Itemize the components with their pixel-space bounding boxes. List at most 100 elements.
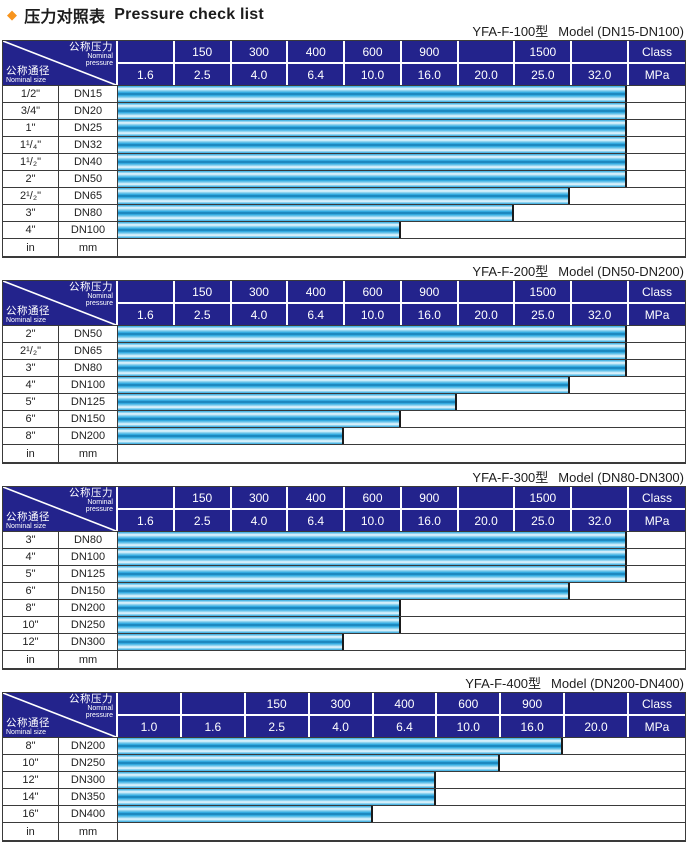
pressure-mpa-cell: 1.6 — [137, 307, 154, 322]
pressure-class-cell: 600 — [343, 281, 400, 302]
corner-header-cell: 公称压力 Nominal pressure 公称通径 Nominal size — [3, 41, 118, 85]
pressure-mpa-cell: 4.0 — [229, 64, 287, 85]
pressure-bar-area — [118, 394, 685, 410]
mpa-unit-label: MPa — [627, 716, 685, 737]
table-row: 4" DN100 — [3, 222, 685, 239]
pressure-mpa-cell: 1.6 — [137, 513, 154, 528]
nominal-size-dn-cell: mm — [59, 239, 118, 256]
pressure-range-bar — [118, 154, 627, 170]
nominal-size-inch-cell: 1¹/₂" — [3, 154, 59, 170]
pressure-range-bar — [118, 137, 627, 153]
pressure-mpa-cell: 6.4 — [286, 510, 343, 531]
pressure-bar-area — [118, 86, 685, 102]
pressure-range-bar — [118, 205, 514, 221]
nominal-size-inch-cell: 2" — [3, 326, 59, 342]
model-range: Model (DN15-DN100) — [558, 24, 684, 39]
nominal-size-dn-cell: DN50 — [59, 326, 118, 342]
diagonal-divider-line — [3, 487, 116, 531]
pressure-class-cell: 400 — [286, 41, 343, 62]
table-row: 2" DN50 — [3, 326, 685, 343]
pressure-class-cell — [570, 41, 627, 62]
pressure-class-cell — [118, 281, 173, 302]
pressure-mpa-cell: 1.6 — [179, 716, 244, 737]
pressure-class-cell: 900 — [399, 41, 457, 62]
pressure-range-bar — [118, 532, 627, 548]
nominal-size-inch-cell: 10" — [3, 617, 59, 633]
nominal-size-dn-cell: DN125 — [59, 566, 118, 582]
pressure-class-cell: 300 — [229, 487, 287, 508]
table-row: 2¹/₂" DN65 — [3, 188, 685, 205]
pressure-class-cell: 300 — [307, 693, 372, 714]
pressure-range-bar — [118, 188, 570, 204]
header-columns: 150 300 400 600 900 1500 Class 1.6 2.5 4.0 6.4 10.… — [118, 41, 685, 85]
class-row: 150 300 400 600 900 1500 Class — [118, 41, 685, 64]
pressure-bar-area — [118, 738, 685, 754]
nominal-size-dn-cell: DN32 — [59, 137, 118, 153]
pressure-mpa-cell: 2.5 — [172, 64, 230, 85]
table-body: 1/2" DN15 3/4" DN20 1" DN25 1¹/₄" DN32 1¹/₂" DN40… — [3, 85, 685, 256]
pressure-class-cell — [570, 281, 627, 302]
pressure-class-cell — [118, 41, 173, 62]
pressure-class-cell — [456, 41, 514, 62]
nominal-size-dn-cell: DN50 — [59, 171, 118, 187]
pressure-mpa-cell: 16.0 — [499, 716, 563, 737]
table-row: 1" DN25 — [3, 120, 685, 137]
pressure-bar-area — [118, 377, 685, 393]
pressure-table: 公称压力 Nominal pressure 公称通径 Nominal size … — [2, 486, 686, 670]
nominal-size-inch-cell: 3" — [3, 532, 59, 548]
table-subtitle: YFA-F-300型 Model (DN80-DN300) — [0, 470, 688, 486]
nominal-size-inch-cell: 6" — [3, 583, 59, 599]
table-body: 8" DN200 10" DN250 12" DN300 14" DN350 16" DN400 i… — [3, 737, 685, 840]
pressure-mpa-cell: 32.0 — [570, 510, 627, 531]
pressure-class-cell — [118, 487, 173, 508]
nominal-size-inch-cell: 3" — [3, 205, 59, 221]
pressure-bar-area — [118, 188, 685, 204]
nominal-size-dn-cell: DN250 — [59, 617, 118, 633]
nominal-pressure-zh: 公称压力 — [69, 693, 113, 705]
diamond-icon: ◆ — [7, 7, 18, 22]
mpa-unit-label: MPa — [627, 64, 685, 85]
pressure-bar-area — [118, 806, 685, 822]
nominal-size-dn-cell: mm — [59, 823, 118, 840]
nominal-size-label: 公称通径 Nominal size — [6, 305, 50, 325]
nominal-size-inch-cell: in — [3, 445, 59, 462]
nominal-size-inch-cell: 4" — [3, 222, 59, 238]
nominal-size-en: Nominal size — [6, 523, 47, 530]
pressure-bar-area — [118, 411, 685, 427]
nominal-size-zh: 公称通径 — [6, 305, 50, 317]
table-row: 1¹/₂" DN40 — [3, 154, 685, 171]
pressure-range-bar — [118, 634, 344, 650]
nominal-size-dn-cell: mm — [59, 445, 118, 462]
unit-row: in mm — [3, 445, 685, 462]
pressure-range-bar — [118, 86, 627, 102]
pressure-mpa-cell: 16.0 — [399, 64, 457, 85]
nominal-pressure-en1: Nominal — [87, 53, 113, 60]
pressure-range-bar — [118, 120, 627, 136]
page-title-zh: 压力对照表 — [24, 8, 106, 26]
nominal-size-inch-cell: 8" — [3, 738, 59, 754]
nominal-pressure-zh: 公称压力 — [69, 281, 113, 293]
pressure-mpa-cell: 1.0 — [140, 719, 158, 734]
nominal-size-label: 公称通径 Nominal size — [6, 717, 50, 737]
table-subtitle: YFA-F-400型 Model (DN200-DN400) — [0, 676, 688, 692]
nominal-size-zh: 公称通径 — [6, 511, 50, 523]
pressure-class-cell: 150 — [172, 281, 230, 302]
pressure-bar-area — [118, 600, 685, 616]
nominal-pressure-en2: pressure — [85, 506, 113, 513]
pressure-mpa-cell: 25.0 — [513, 304, 570, 325]
pressure-mpa-cell: 20.0 — [456, 304, 514, 325]
nominal-pressure-en2: pressure — [85, 60, 113, 67]
pressure-class-cell: 1500 — [513, 281, 570, 302]
nominal-size-inch-cell: 12" — [3, 634, 59, 650]
nominal-size-inch-cell: 6" — [3, 411, 59, 427]
nominal-size-zh: 公称通径 — [6, 717, 50, 729]
pressure-mpa-cell: 2.5 — [172, 510, 230, 531]
pressure-bar-area — [118, 239, 685, 256]
pressure-bar-area — [118, 343, 685, 359]
pressure-table-section-400: YFA-F-400型 Model (DN200-DN400) 公称压力 Nomin… — [0, 676, 688, 842]
nominal-size-inch-cell: 2" — [3, 171, 59, 187]
pressure-class-cell: 300 — [229, 281, 287, 302]
pressure-class-cell: 300 — [229, 41, 287, 62]
pressure-class-cell — [570, 487, 627, 508]
pressure-mpa-cell: 10.0 — [343, 510, 400, 531]
